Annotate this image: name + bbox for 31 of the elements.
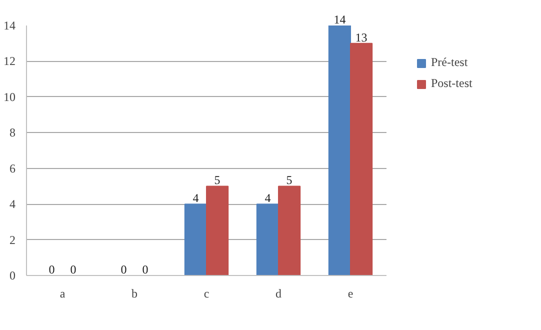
legend-label: Pré-test <box>431 55 468 70</box>
y-tick-label: 14 <box>4 18 16 32</box>
x-tick-label: c <box>204 286 210 300</box>
data-label: 0 <box>120 262 127 276</box>
data-label: 0 <box>142 262 148 276</box>
data-label: 4 <box>192 191 199 206</box>
bar <box>328 26 351 276</box>
data-label: 0 <box>48 262 55 276</box>
x-tick-label: b <box>132 286 138 300</box>
bar <box>206 186 229 276</box>
data-label: 14 <box>334 12 346 26</box>
y-tick-label: 0 <box>10 268 16 282</box>
legend-label: Post-test <box>431 76 472 91</box>
data-label: 4 <box>264 191 271 206</box>
data-label: 13 <box>355 30 368 44</box>
x-tick-label: d <box>276 286 282 300</box>
x-tick-label: a <box>60 286 66 300</box>
x-tick-label: e <box>348 286 354 300</box>
y-tick-label: 2 <box>10 232 16 247</box>
y-tick-label: 6 <box>10 161 16 176</box>
bar <box>256 204 279 276</box>
data-label: 0 <box>70 262 76 276</box>
bar <box>350 42 373 276</box>
data-label: 5 <box>214 173 220 188</box>
bar <box>278 186 301 276</box>
bar <box>184 204 207 276</box>
y-tick-label: 10 <box>4 90 16 104</box>
y-tick-label: 4 <box>10 197 16 212</box>
data-label: 5 <box>286 173 292 188</box>
y-tick-label: 12 <box>4 54 16 68</box>
y-tick-label: 8 <box>10 126 16 140</box>
